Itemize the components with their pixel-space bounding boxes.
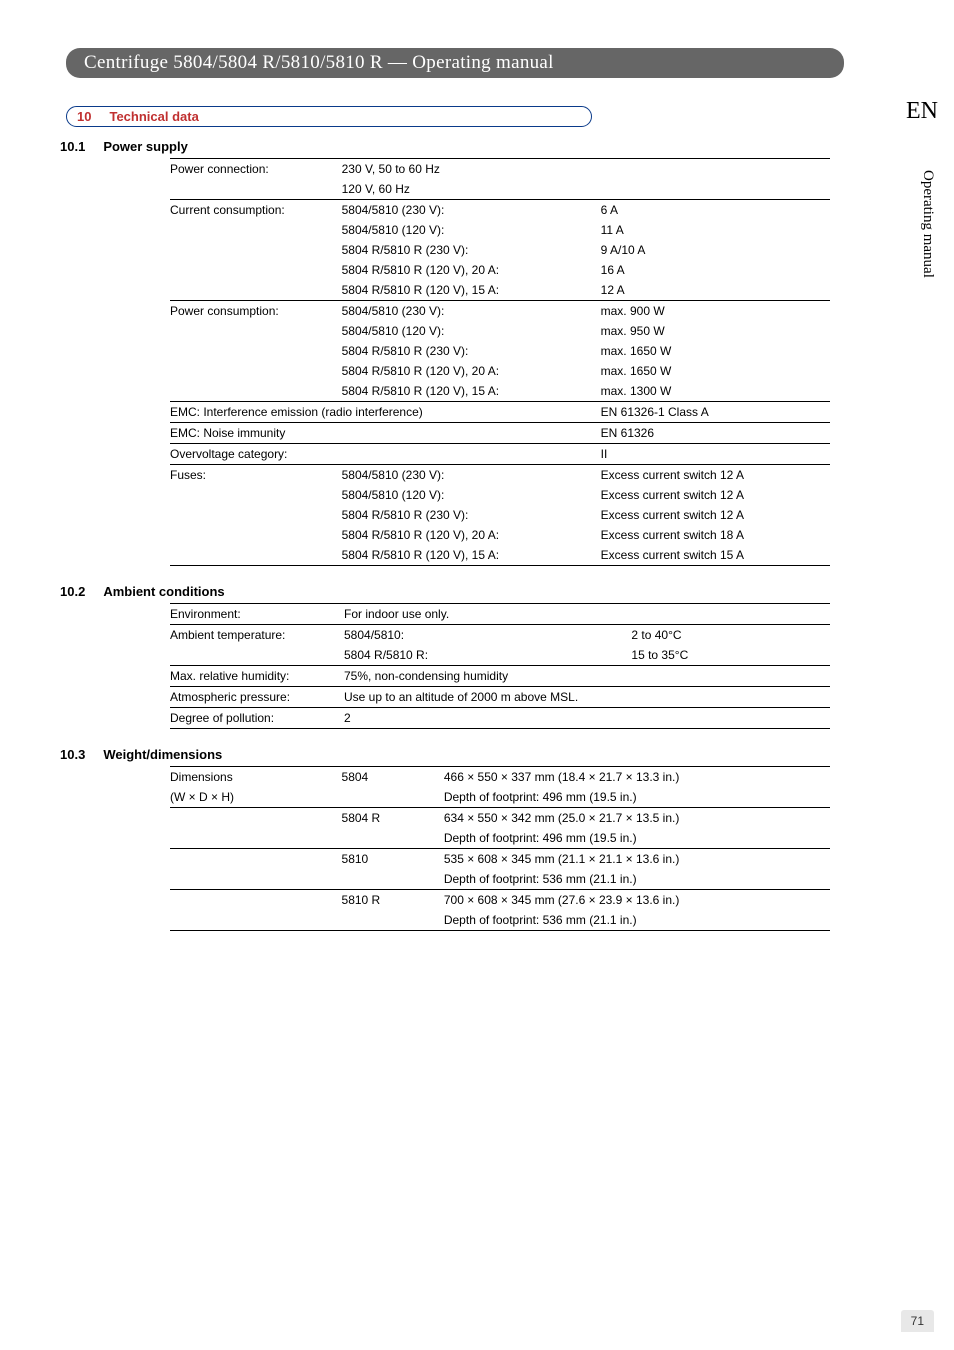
dimensions-table: Dimensions 5804 466 × 550 × 337 mm (18.4…	[170, 766, 830, 931]
value: Excess current switch 18 A	[601, 525, 830, 545]
value: 75%, non-condensing humidity	[344, 666, 830, 687]
value: 230 V, 50 to 60 Hz	[342, 159, 601, 180]
model: 5810 R	[342, 890, 444, 911]
label: Overvoltage category:	[170, 444, 601, 465]
value: max. 1650 W	[601, 341, 830, 361]
key: 5804/5810 (120 V):	[342, 321, 601, 341]
value: 535 × 608 × 345 mm (21.1 × 21.1 × 13.6 i…	[444, 849, 830, 870]
key: 5804 R/5810 R:	[344, 645, 631, 666]
subsection-title: Power supply	[103, 139, 188, 154]
value: max. 1300 W	[601, 381, 830, 402]
value	[601, 159, 830, 180]
section-number: 10	[77, 109, 91, 124]
value: Use up to an altitude of 2000 m above MS…	[344, 687, 830, 708]
key: 5804 R/5810 R (230 V):	[342, 240, 601, 260]
subsection-title: Ambient conditions	[103, 584, 224, 599]
value: 9 A/10 A	[601, 240, 830, 260]
key: 5804/5810:	[344, 625, 631, 646]
subsection-num: 10.1	[60, 139, 85, 154]
label: Degree of pollution:	[170, 708, 344, 729]
label: Current consumption:	[170, 200, 342, 221]
ambient-table: Environment: For indoor use only. Ambien…	[170, 603, 830, 729]
side-label: Operating manual	[919, 170, 936, 278]
value: 6 A	[601, 200, 830, 221]
value: Depth of footprint: 536 mm (21.1 in.)	[444, 869, 830, 890]
key: 5804 R/5810 R (120 V), 15 A:	[342, 545, 601, 566]
page: EN Operating manual Centrifuge 5804/5804…	[0, 0, 954, 1348]
value: 16 A	[601, 260, 830, 280]
model: 5804 R	[342, 808, 444, 829]
label: Atmospheric pressure:	[170, 687, 344, 708]
label: Environment:	[170, 604, 344, 625]
value: 2	[344, 708, 830, 729]
value: Excess current switch 15 A	[601, 545, 830, 566]
value: II	[601, 444, 830, 465]
key: 5804 R/5810 R (120 V), 15 A:	[342, 280, 601, 301]
value: 2 to 40°C	[631, 625, 830, 646]
value: 466 × 550 × 337 mm (18.4 × 21.7 × 13.3 i…	[444, 767, 830, 788]
key: 5804/5810 (120 V):	[342, 485, 601, 505]
value: Excess current switch 12 A	[601, 485, 830, 505]
subsection-10-1: 10.1 Power supply	[60, 139, 884, 154]
value: Excess current switch 12 A	[601, 465, 830, 486]
key: 5804/5810 (230 V):	[342, 301, 601, 322]
value: max. 1650 W	[601, 361, 830, 381]
label: Power connection:	[170, 159, 342, 180]
value: For indoor use only.	[344, 604, 830, 625]
value: 12 A	[601, 280, 830, 301]
value: 15 to 35°C	[631, 645, 830, 666]
dimensions-table-wrap: Dimensions 5804 466 × 550 × 337 mm (18.4…	[170, 766, 884, 931]
value: Depth of footprint: 496 mm (19.5 in.)	[444, 828, 830, 849]
key: 5804 R/5810 R (120 V), 20 A:	[342, 525, 601, 545]
value: Depth of footprint: 496 mm (19.5 in.)	[444, 787, 830, 808]
section-heading: 10 Technical data	[60, 106, 884, 127]
value: 11 A	[601, 220, 830, 240]
subsection-num: 10.2	[60, 584, 85, 599]
label: Ambient temperature:	[170, 625, 344, 646]
label: Max. relative humidity:	[170, 666, 344, 687]
value: max. 950 W	[601, 321, 830, 341]
value: 634 × 550 × 342 mm (25.0 × 21.7 × 13.5 i…	[444, 808, 830, 829]
model: 5804	[342, 767, 444, 788]
subsection-title: Weight/dimensions	[103, 747, 222, 762]
key: 5804/5810 (230 V):	[342, 465, 601, 486]
value: Depth of footprint: 536 mm (21.1 in.)	[444, 910, 830, 931]
subsection-10-3: 10.3 Weight/dimensions	[60, 747, 884, 762]
key: 5804 R/5810 R (120 V), 15 A:	[342, 381, 601, 402]
label: Fuses:	[170, 465, 342, 486]
section-title: Technical data	[109, 109, 198, 124]
label: (W × D × H)	[170, 787, 342, 808]
key: 5804 R/5810 R (120 V), 20 A:	[342, 260, 601, 280]
subsection-num: 10.3	[60, 747, 85, 762]
value: max. 900 W	[601, 301, 830, 322]
label: Power consumption:	[170, 301, 342, 322]
key: 5804 R/5810 R (120 V), 20 A:	[342, 361, 601, 381]
title-bar: Centrifuge 5804/5804 R/5810/5810 R — Ope…	[66, 48, 844, 78]
label: EMC: Noise immunity	[170, 423, 601, 444]
key: 5804/5810 (120 V):	[342, 220, 601, 240]
value: EN 61326	[601, 423, 830, 444]
subsection-10-2: 10.2 Ambient conditions	[60, 584, 884, 599]
label: EMC: Interference emission (radio interf…	[170, 402, 601, 423]
value: Excess current switch 12 A	[601, 505, 830, 525]
section-bubble: 10 Technical data	[66, 106, 592, 127]
power-supply-table-wrap: Power connection: 230 V, 50 to 60 Hz 120…	[170, 158, 884, 566]
key: 5804 R/5810 R (230 V):	[342, 505, 601, 525]
power-supply-table: Power connection: 230 V, 50 to 60 Hz 120…	[170, 158, 830, 566]
model: 5810	[342, 849, 444, 870]
value: 120 V, 60 Hz	[342, 179, 601, 200]
label: Dimensions	[170, 767, 342, 788]
page-number: 71	[901, 1310, 934, 1332]
value: 700 × 608 × 345 mm (27.6 × 23.9 × 13.6 i…	[444, 890, 830, 911]
key: 5804 R/5810 R (230 V):	[342, 341, 601, 361]
ambient-table-wrap: Environment: For indoor use only. Ambien…	[170, 603, 884, 729]
lang-label: EN	[906, 98, 938, 125]
value: EN 61326-1 Class A	[601, 402, 830, 423]
key: 5804/5810 (230 V):	[342, 200, 601, 221]
